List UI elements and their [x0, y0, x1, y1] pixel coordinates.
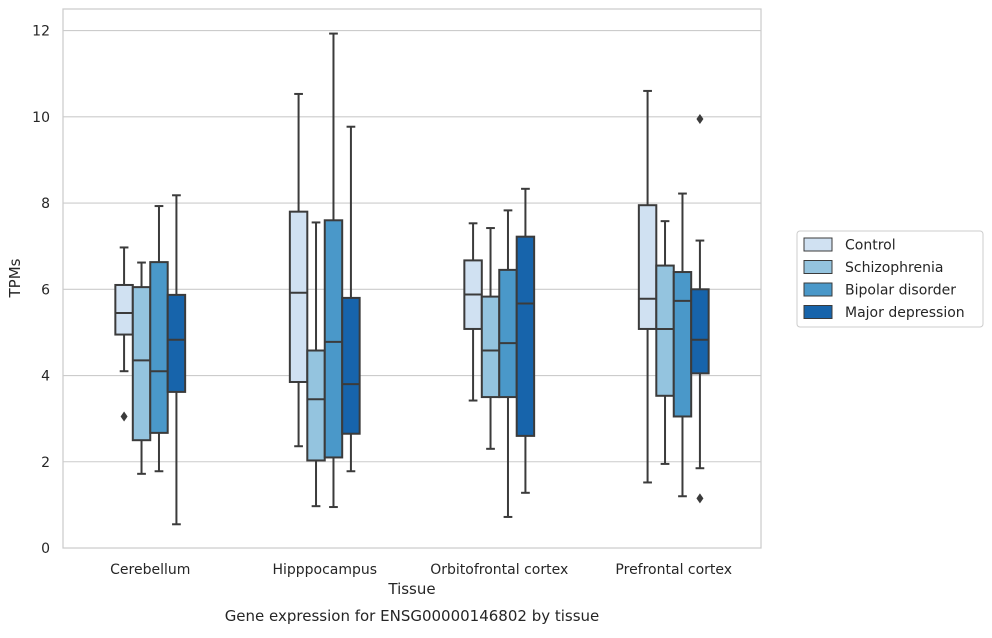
legend-swatch — [803, 282, 833, 297]
box-iqr — [498, 268, 518, 399]
box-schizophrenia — [131, 261, 152, 475]
legend-label: Schizophrenia — [845, 260, 943, 276]
box-iqr — [480, 295, 501, 399]
box-bipolar-disorder — [672, 192, 693, 498]
box-iqr — [288, 210, 309, 383]
box-control — [288, 92, 309, 448]
legend-label: Control — [845, 238, 896, 254]
legend-label: Major depression — [845, 305, 965, 321]
box-schizophrenia — [655, 220, 675, 465]
box-iqr — [690, 288, 710, 375]
legend: Control Schizophrenia Bipolar disorder Majo… — [796, 230, 984, 328]
y-tick-label: 6 — [41, 282, 50, 298]
box-iqr — [515, 235, 536, 437]
box-iqr — [672, 271, 693, 418]
box-major-depression — [166, 194, 187, 526]
x-tick-labels: Cerebellum Hipppocampus Orbitofrontal cort… — [110, 562, 732, 578]
y-tick-label: 4 — [41, 369, 50, 385]
y-tick-label: 10 — [32, 110, 50, 126]
outlier-point — [696, 113, 704, 124]
box-iqr — [166, 293, 187, 393]
box-control — [637, 89, 658, 484]
legend-frame — [796, 230, 984, 328]
box-major-depression — [341, 125, 361, 473]
y-tick-label: 0 — [41, 541, 50, 557]
box-control — [463, 222, 483, 402]
box-major-depression — [690, 113, 710, 504]
y-tick-label: 8 — [41, 196, 50, 212]
box-bipolar-disorder — [149, 205, 169, 473]
box-iqr — [149, 261, 169, 434]
legend-swatch — [803, 237, 833, 252]
box-major-depression — [515, 187, 536, 494]
box-control — [114, 246, 134, 422]
box-iqr — [323, 219, 344, 459]
box-iqr — [655, 264, 675, 397]
legend-swatch — [803, 260, 833, 274]
box-iqr — [341, 296, 361, 435]
box-iqr — [131, 286, 152, 442]
x-axis-label: Tissue — [387, 580, 435, 598]
y-tick-label: 12 — [32, 24, 50, 40]
box-iqr — [637, 204, 658, 330]
y-axis-label: TPMs — [6, 258, 24, 298]
x-tick-label: Prefrontal cortex — [615, 562, 732, 578]
box-schizophrenia — [480, 227, 501, 450]
box-series — [114, 32, 710, 526]
chart-caption: Gene expression for ENSG00000146802 by t… — [225, 607, 600, 625]
box-bipolar-disorder — [498, 209, 518, 518]
legend-swatch — [803, 305, 833, 319]
outlier-point — [120, 411, 128, 422]
x-tick-label: Orbitofrontal cortex — [430, 562, 568, 578]
box-schizophrenia — [306, 221, 326, 508]
box-iqr — [114, 283, 134, 336]
plot-frame — [62, 8, 762, 549]
box-bipolar-disorder — [323, 32, 344, 509]
x-tick-label: Cerebellum — [110, 562, 190, 578]
legend-label: Bipolar disorder — [845, 283, 956, 299]
y-tick-labels: 0 2 4 6 8 10 12 — [32, 24, 50, 557]
x-tick-label: Hipppocampus — [272, 562, 377, 578]
y-tick-label: 2 — [41, 455, 50, 471]
outlier-point — [696, 493, 704, 504]
box-iqr — [306, 349, 326, 462]
